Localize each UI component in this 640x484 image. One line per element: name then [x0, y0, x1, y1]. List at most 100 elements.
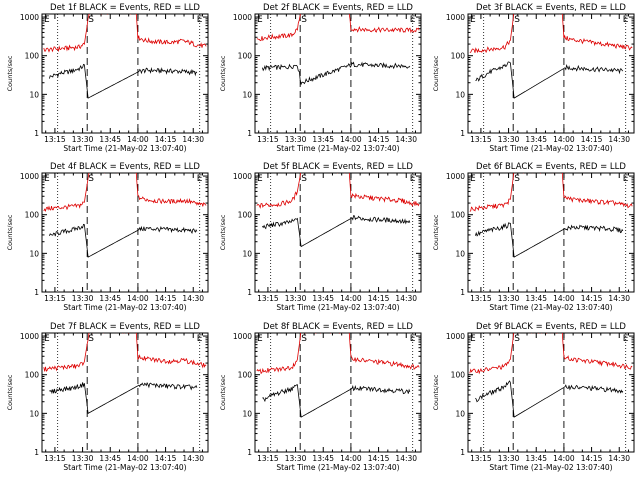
- x-tick-label: 13:30: [498, 454, 520, 463]
- trace-group: [469, 333, 633, 418]
- y-axis-label: Counts/sec: [219, 55, 227, 91]
- panel-title: Det 4f BLACK = Events, RED = LLD: [50, 162, 200, 172]
- x-tick-label: 14:00: [127, 294, 149, 303]
- x-tick-label: 14:30: [395, 294, 417, 303]
- y-tick-label: 1: [460, 288, 465, 297]
- plot-frame: [467, 172, 635, 293]
- x-axis-label: Start Time (21-May-02 13:07:40): [489, 303, 612, 312]
- x-tick-label: 13:15: [44, 135, 66, 144]
- start-marker-label: S: [301, 174, 307, 184]
- lld-trace: [43, 14, 207, 53]
- x-tick-label: 14:30: [182, 135, 204, 144]
- y-tick-label: 1: [34, 288, 39, 297]
- x-tick-label: 13:15: [257, 135, 279, 144]
- lld-trace: [469, 173, 633, 212]
- x-tick-label: 13:45: [312, 454, 334, 463]
- plot-frame: [254, 332, 422, 453]
- panel-title: Det 6f BLACK = Events, RED = LLD: [476, 162, 626, 172]
- y-axis-label: Counts/sec: [432, 214, 440, 250]
- y-tick-label: 1000: [233, 172, 252, 181]
- x-axis-label: Start Time (21-May-02 13:07:40): [276, 303, 399, 312]
- end-marker-label: E: [44, 174, 50, 184]
- y-axis-label: Counts/sec: [432, 55, 440, 91]
- end-marker-label: E: [44, 334, 50, 344]
- y-tick-label: 1: [247, 448, 252, 457]
- y-tick-label: 10: [455, 249, 465, 258]
- plot-frame: [254, 13, 422, 134]
- x-tick-label: 13:30: [72, 294, 94, 303]
- y-tick-label: 100: [451, 211, 466, 220]
- events-trace: [262, 61, 411, 86]
- end-marker-label: E: [470, 174, 476, 184]
- x-tick-label: 13:15: [257, 294, 279, 303]
- y-tick-label: 1000: [20, 13, 39, 22]
- events-trace: [49, 382, 198, 415]
- end-marker-label: E: [257, 174, 263, 184]
- lld-trace: [469, 333, 633, 375]
- end-marker-label: E: [257, 334, 263, 344]
- x-tick-label: 13:30: [285, 454, 307, 463]
- x-tick-label: 13:30: [285, 294, 307, 303]
- x-axis-label: Start Time (21-May-02 13:07:40): [489, 463, 612, 472]
- y-tick-label: 1000: [446, 13, 465, 22]
- y-axis-label: Counts/sec: [6, 214, 14, 250]
- x-tick-label: 14:15: [581, 135, 603, 144]
- y-tick-label: 100: [451, 371, 466, 380]
- trace-group: [256, 173, 420, 248]
- plot-frame: [254, 172, 422, 293]
- detector-panel: Det 3f BLACK = Events, RED = LLD Counts/s…: [432, 3, 635, 153]
- plot-frame: [41, 332, 209, 453]
- x-tick-label: 14:15: [581, 454, 603, 463]
- x-tick-label: 14:00: [553, 454, 575, 463]
- detector-panel: Det 6f BLACK = Events, RED = LLD Counts/s…: [432, 162, 635, 312]
- y-tick-label: 100: [25, 211, 40, 220]
- x-tick-label: 13:45: [312, 294, 334, 303]
- trace-group: [469, 173, 633, 258]
- x-tick-label: 13:15: [470, 135, 492, 144]
- y-tick-label: 1000: [20, 332, 39, 341]
- panel-title: Det 3f BLACK = Events, RED = LLD: [476, 3, 626, 13]
- events-trace: [49, 223, 198, 258]
- x-axis-label: Start Time (21-May-02 13:07:40): [489, 144, 612, 153]
- x-tick-label: 14:30: [608, 294, 630, 303]
- detector-panel: Det 7f BLACK = Events, RED = LLD Counts/s…: [6, 322, 209, 472]
- panel-title: Det 2f BLACK = Events, RED = LLD: [263, 3, 413, 13]
- x-tick-label: 14:00: [127, 135, 149, 144]
- x-tick-label: 13:45: [99, 135, 121, 144]
- x-axis-label: Start Time (21-May-02 13:07:40): [63, 144, 186, 153]
- trace-group: [43, 173, 207, 258]
- x-tick-label: 14:30: [608, 454, 630, 463]
- x-tick-label: 14:00: [340, 135, 362, 144]
- y-tick-label: 100: [238, 52, 253, 61]
- events-trace: [262, 384, 411, 418]
- y-tick-label: 10: [455, 409, 465, 418]
- x-tick-label: 13:30: [285, 135, 307, 144]
- x-tick-label: 14:00: [127, 454, 149, 463]
- start-marker-label: S: [514, 334, 520, 344]
- x-tick-label: 14:15: [368, 294, 390, 303]
- y-tick-label: 1000: [446, 332, 465, 341]
- y-tick-label: 10: [242, 90, 252, 99]
- x-tick-label: 13:30: [72, 454, 94, 463]
- start-marker-label: S: [514, 174, 520, 184]
- x-axis-label: Start Time (21-May-02 13:07:40): [276, 144, 399, 153]
- y-axis-label: Counts/sec: [6, 374, 14, 410]
- x-tick-label: 14:15: [155, 294, 177, 303]
- x-tick-label: 13:15: [257, 454, 279, 463]
- y-tick-label: 1000: [20, 172, 39, 181]
- y-tick-label: 10: [242, 249, 252, 258]
- detector-panel: Det 8f BLACK = Events, RED = LLD Counts/s…: [219, 322, 422, 472]
- y-tick-label: 1: [247, 129, 252, 138]
- x-axis-label: Start Time (21-May-02 13:07:40): [63, 463, 186, 472]
- y-tick-label: 1000: [446, 172, 465, 181]
- y-tick-label: 10: [29, 249, 39, 258]
- x-tick-label: 14:00: [340, 294, 362, 303]
- y-tick-label: 1: [34, 448, 39, 457]
- x-tick-label: 14:00: [340, 454, 362, 463]
- end-marker-label: E: [257, 15, 263, 25]
- y-axis-label: Counts/sec: [219, 374, 227, 410]
- x-axis-label: Start Time (21-May-02 13:07:40): [63, 303, 186, 312]
- detector-panel: Det 2f BLACK = Events, RED = LLD Counts/s…: [219, 3, 422, 153]
- y-axis-label: Counts/sec: [219, 214, 227, 250]
